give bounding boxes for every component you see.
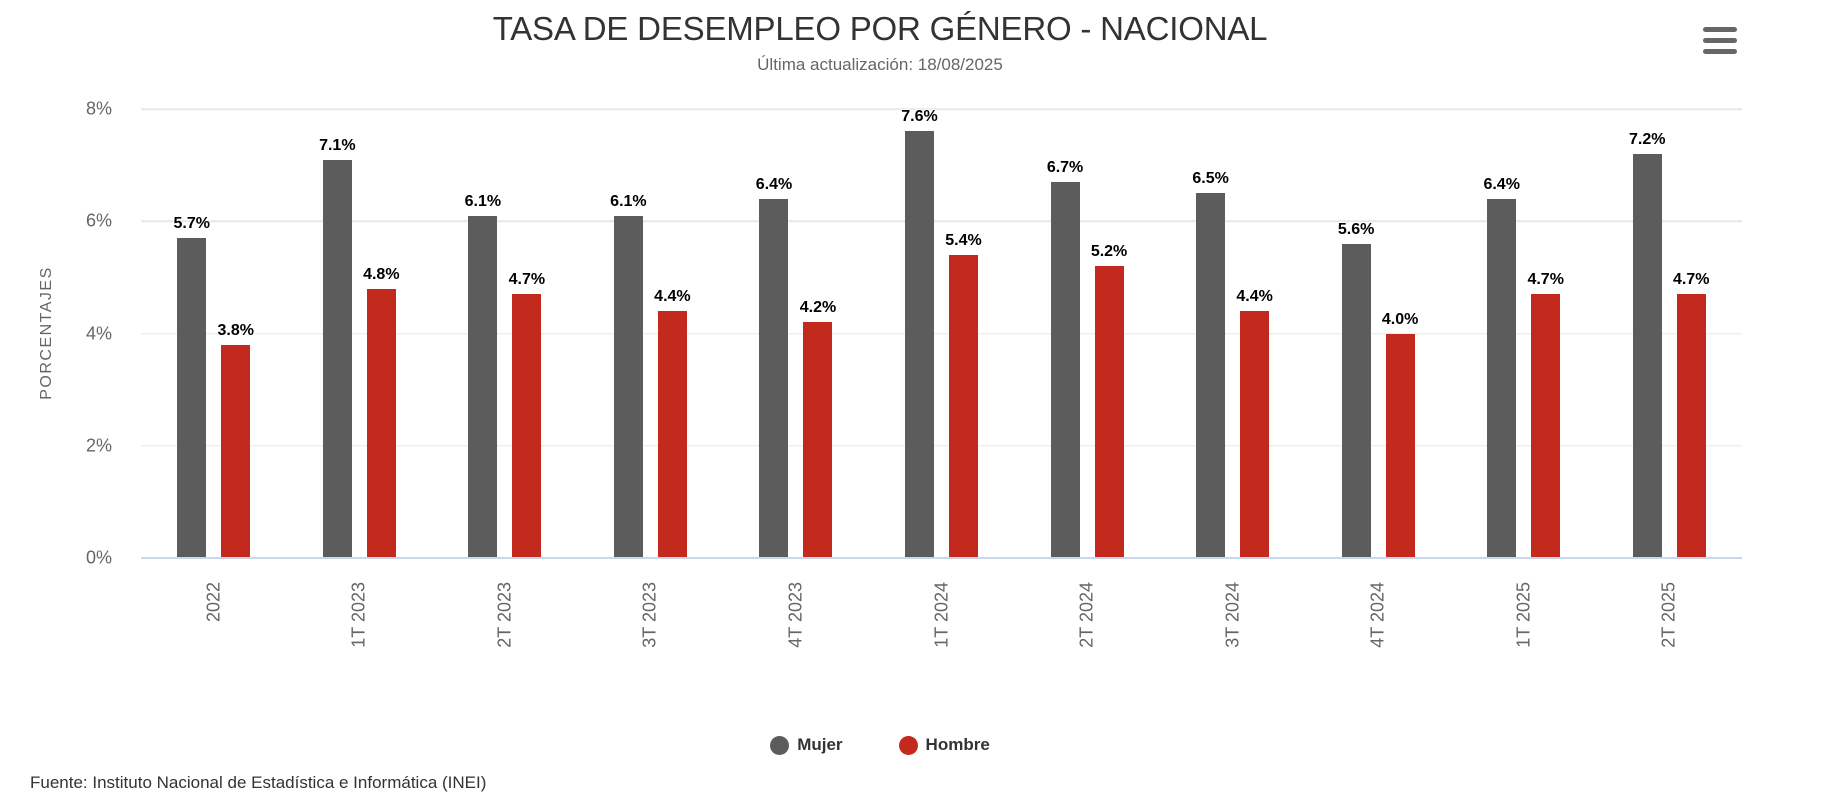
x-axis-label: 2T 2024 [1076,582,1097,648]
bar-mujer[interactable]: 6.5% [1192,170,1229,558]
hamburger-icon [1703,27,1737,32]
source-note: Fuente: Instituto Nacional de Estadístic… [30,773,487,792]
context-menu-button[interactable] [1703,27,1737,54]
bar-group: 7.2% 4.7% 2T 2025 [1596,109,1742,648]
bar-mujer[interactable]: 5.7% [174,215,210,558]
x-axis-label: 1T 2025 [1513,582,1534,648]
x-axis-label: 2T 2023 [494,582,515,648]
x-axis-line [141,557,1742,559]
y-axis-label: 6% [85,210,112,231]
hamburger-icon [1703,38,1737,43]
x-axis-label: 4T 2023 [785,582,806,648]
y-axis-label: 2% [85,435,112,456]
bar-hombre[interactable]: 3.8% [218,322,254,558]
y-axis-label: 4% [85,323,112,343]
bar-value-label: 4.8% [363,265,400,283]
x-axis-label: 2T 2025 [1658,582,1679,648]
bar-hombre[interactable]: 4.4% [1236,288,1273,558]
x-axis-label: 2022 [203,582,224,623]
bar-group: 7.1% 4.8% 1T 2023 [287,109,433,648]
bar-value-label: 4.4% [1236,288,1273,306]
bar-value-label: 4.0% [1381,310,1419,328]
gridlines [141,108,1742,558]
plot-area: 5.7% 3.8% 2022 7.1% 4.8% 1T 2023 6.1% 4.7% 2T 20… [141,108,1742,648]
bar-value-label: 6.1% [464,192,502,210]
legend-swatch-icon [898,735,918,755]
bar-value-label: 6.4% [755,175,793,193]
legend-item-mujer[interactable]: Mujer [770,735,843,755]
bar-hombre[interactable]: 4.7% [1527,271,1564,558]
y-axis-labels: 8% 6% 4% 2% 0% [0,99,112,568]
y-axis-label: 0% [85,547,112,568]
bar-value-label: 5.7% [173,215,210,233]
chart-subtitle: Última actualización: 18/08/2025 [757,55,1003,74]
x-axis-label: 3T 2024 [1222,582,1243,648]
bar-mujer[interactable]: 6.1% [610,193,647,558]
bar-group: 6.1% 4.7% 2T 2023 [432,109,578,648]
bar-value-label: 6.4% [1483,175,1520,193]
x-axis-label: 1T 2023 [348,582,369,648]
bar-mujer[interactable]: 6.4% [1483,176,1520,558]
bar-mujer[interactable]: 7.1% [319,137,356,558]
chart-header: TASA DE DESEMPLEO POR GÉNERO - NACIONAL … [0,0,1760,75]
bar-mujer[interactable]: 7.6% [901,108,938,558]
bar-value-label: 7.2% [1629,130,1666,148]
bar-group: 6.4% 4.2% 4T 2023 [723,109,869,648]
bar-group: 7.6% 5.4% 1T 2024 [869,108,1015,647]
y-axis-label: 8% [85,98,112,119]
bar-group: 6.1% 4.4% 3T 2023 [578,109,724,648]
bar-value-label: 4.7% [1673,271,1710,289]
bar-value-label: 7.6% [901,108,938,126]
legend: Mujer Hombre [0,735,1760,755]
bar-hombre[interactable]: 4.2% [800,299,836,558]
bar-value-label: 5.6% [1337,220,1375,238]
bar-value-label: 4.2% [799,299,837,317]
bar-hombre[interactable]: 4.0% [1382,311,1418,558]
bar-group: 6.4% 4.7% 1T 2025 [1451,109,1597,648]
legend-swatch-icon [770,735,790,755]
bar-value-label: 6.1% [610,192,647,210]
bar-value-label: 6.5% [1192,170,1229,188]
categories: 5.7% 3.8% 2022 7.1% 4.8% 1T 2023 6.1% 4.7% 2T 20… [141,108,1742,648]
bar-mujer[interactable]: 5.6% [1338,221,1374,558]
legend-label: Mujer [797,735,843,754]
bar-value-label: 5.4% [945,231,982,249]
legend-label: Hombre [925,735,990,754]
legend-item-hombre[interactable]: Hombre [898,735,990,755]
bar-value-label: 3.8% [217,321,254,339]
gridline [141,445,1742,447]
bar-mujer[interactable]: 6.7% [1047,159,1083,558]
bar-value-label: 5.2% [1090,243,1128,261]
chart-title: TASA DE DESEMPLEO POR GÉNERO - NACIONAL [492,10,1268,47]
x-axis-label: 3T 2023 [639,582,660,648]
bar-hombre[interactable]: 5.4% [945,232,982,558]
bar-group: 6.7% 5.2% 2T 2024 [1014,109,1160,648]
gridline [141,108,1742,110]
hamburger-icon [1703,49,1737,54]
bar-value-label: 6.7% [1046,158,1084,176]
gridline [141,332,1742,335]
bar-value-label: 7.1% [319,136,356,154]
bar-mujer[interactable]: 7.2% [1629,131,1665,558]
x-axis-label: 4T 2024 [1367,582,1388,648]
bar-mujer[interactable]: 6.1% [465,193,501,558]
bar-group: 5.6% 4.0% 4T 2024 [1305,109,1451,648]
bar-hombre[interactable]: 4.7% [509,271,545,558]
bar-hombre[interactable]: 5.2% [1091,243,1127,558]
bar-group: 6.5% 4.4% 3T 2024 [1160,109,1306,648]
bar-group: 5.7% 3.8% 2022 [141,109,287,622]
bar-hombre[interactable]: 4.4% [654,288,691,558]
bar-value-label: 4.7% [1527,271,1564,289]
bar-hombre[interactable]: 4.8% [363,266,400,558]
x-axis-label: 1T 2024 [931,582,951,648]
bar-value-label: 4.7% [508,271,546,289]
bar-value-label: 4.4% [654,288,691,306]
bar-mujer[interactable]: 6.4% [756,176,792,558]
gridline [141,220,1742,222]
bar-hombre[interactable]: 4.7% [1673,271,1709,558]
